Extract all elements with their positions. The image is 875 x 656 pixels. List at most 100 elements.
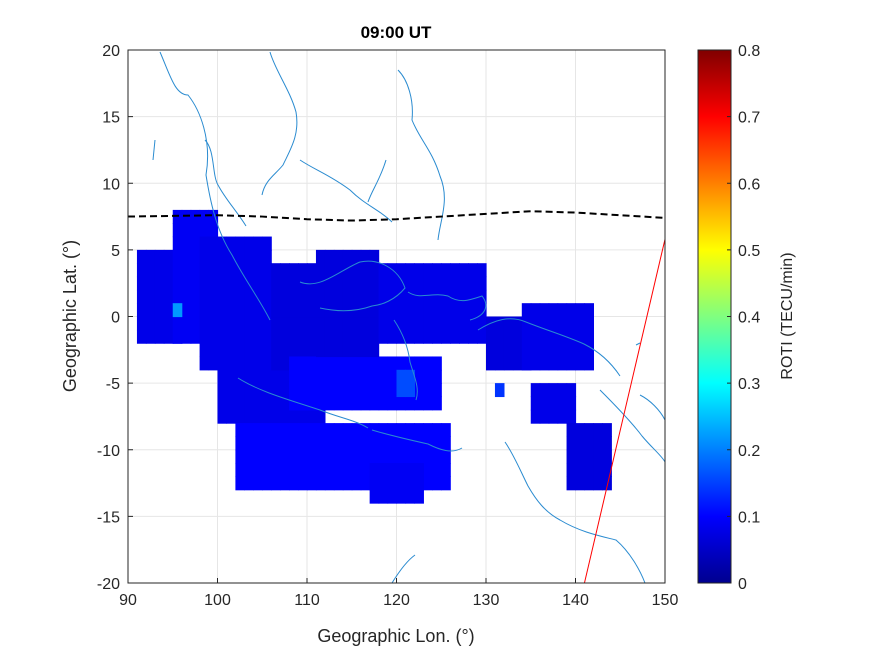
roti-cell bbox=[244, 329, 254, 344]
roti-cell bbox=[244, 436, 254, 451]
roti-cell bbox=[244, 249, 254, 264]
roti-cell bbox=[369, 489, 380, 504]
roti-cell bbox=[575, 476, 586, 491]
roti-cell bbox=[566, 356, 577, 371]
roti-cell bbox=[387, 369, 398, 384]
roti-cell bbox=[172, 276, 183, 291]
roti-cell bbox=[342, 463, 353, 477]
roti-cell bbox=[163, 316, 174, 331]
roti-cell bbox=[432, 316, 442, 331]
roti-cell bbox=[307, 289, 317, 304]
roti-cell bbox=[244, 396, 254, 411]
roti-cell bbox=[163, 276, 174, 291]
roti-cell bbox=[387, 396, 398, 411]
roti-cell bbox=[414, 463, 424, 477]
roti-cell bbox=[289, 369, 299, 384]
roti-cell bbox=[360, 276, 371, 291]
y-tick-label: 0 bbox=[111, 310, 120, 327]
roti-cell bbox=[396, 289, 407, 304]
red-line bbox=[583, 239, 665, 583]
roti-cell bbox=[351, 369, 362, 384]
roti-cell bbox=[163, 249, 174, 264]
roti-cell bbox=[235, 289, 245, 304]
roti-cell bbox=[289, 423, 299, 438]
roti-cell bbox=[369, 369, 380, 384]
roti-cell bbox=[324, 249, 335, 264]
roti-cell bbox=[342, 436, 353, 451]
roti-cell bbox=[486, 356, 496, 371]
roti-cell bbox=[262, 383, 272, 398]
roti-cell bbox=[387, 489, 398, 504]
roti-cell bbox=[307, 369, 317, 384]
roti-cell bbox=[226, 343, 236, 358]
roti-cell bbox=[450, 289, 460, 304]
roti-cell bbox=[181, 276, 192, 291]
roti-cell bbox=[360, 263, 371, 278]
roti-cell bbox=[369, 356, 380, 371]
roti-cell bbox=[280, 289, 290, 304]
roti-cell bbox=[289, 316, 299, 331]
roti-cell bbox=[414, 276, 424, 291]
roti-cell bbox=[315, 396, 326, 411]
roti-cell bbox=[423, 423, 433, 438]
roti-cell bbox=[280, 423, 290, 438]
roti-cell bbox=[387, 289, 398, 304]
y-tick-label: -20 bbox=[97, 576, 120, 593]
roti-cell bbox=[423, 449, 433, 464]
roti-cell bbox=[512, 356, 523, 371]
roti-cell bbox=[208, 276, 219, 291]
roti-cell bbox=[333, 356, 344, 371]
roti-cell bbox=[584, 356, 594, 371]
roti-cell bbox=[351, 276, 362, 291]
roti-cell bbox=[333, 369, 344, 384]
roti-cell bbox=[271, 276, 281, 291]
roti-cell bbox=[333, 249, 344, 264]
roti-cell bbox=[414, 489, 424, 504]
y-axis-label: Geographic Lat. (°) bbox=[60, 240, 80, 392]
roti-cell bbox=[253, 369, 263, 384]
magnetic-equator-line bbox=[128, 210, 665, 222]
roti-cell bbox=[181, 289, 192, 304]
roti-cell bbox=[342, 356, 353, 371]
roti-cell bbox=[280, 316, 290, 331]
roti-cell bbox=[235, 343, 245, 358]
roti-cell bbox=[262, 276, 272, 291]
roti-cell bbox=[584, 423, 594, 438]
roti-cell bbox=[298, 449, 308, 464]
roti-cell bbox=[217, 369, 228, 384]
roti-cell bbox=[235, 423, 245, 438]
roti-cell bbox=[468, 289, 478, 304]
roti-cell bbox=[333, 476, 344, 491]
roti-cell bbox=[405, 369, 415, 384]
roti-cell bbox=[289, 263, 299, 278]
roti-cell bbox=[414, 329, 424, 344]
roti-cell bbox=[602, 436, 612, 451]
roti-cell bbox=[378, 329, 389, 344]
roti-cell bbox=[378, 396, 389, 411]
roti-cell bbox=[315, 329, 326, 344]
roti-cell bbox=[360, 396, 371, 411]
roti-cell bbox=[423, 303, 433, 318]
roti-cell bbox=[575, 303, 586, 318]
roti-cell bbox=[235, 249, 245, 264]
roti-cell bbox=[298, 316, 308, 331]
roti-cell bbox=[315, 276, 326, 291]
roti-cell bbox=[423, 356, 433, 371]
roti-cell bbox=[459, 303, 469, 318]
roti-cell bbox=[387, 463, 398, 477]
roti-cell bbox=[280, 356, 290, 371]
roti-cell bbox=[298, 383, 308, 398]
roti-cell bbox=[423, 436, 433, 451]
roti-cell bbox=[369, 436, 380, 451]
roti-cell bbox=[378, 289, 389, 304]
roti-cell bbox=[298, 396, 308, 411]
roti-cell bbox=[181, 316, 192, 331]
roti-cell bbox=[593, 436, 603, 451]
roti-cell bbox=[226, 329, 236, 344]
roti-cell bbox=[181, 236, 192, 251]
roti-cell bbox=[360, 436, 371, 451]
roti-cell bbox=[333, 449, 344, 464]
roti-cell bbox=[423, 383, 433, 398]
roti-cell bbox=[324, 396, 335, 411]
roti-cell bbox=[315, 436, 326, 451]
